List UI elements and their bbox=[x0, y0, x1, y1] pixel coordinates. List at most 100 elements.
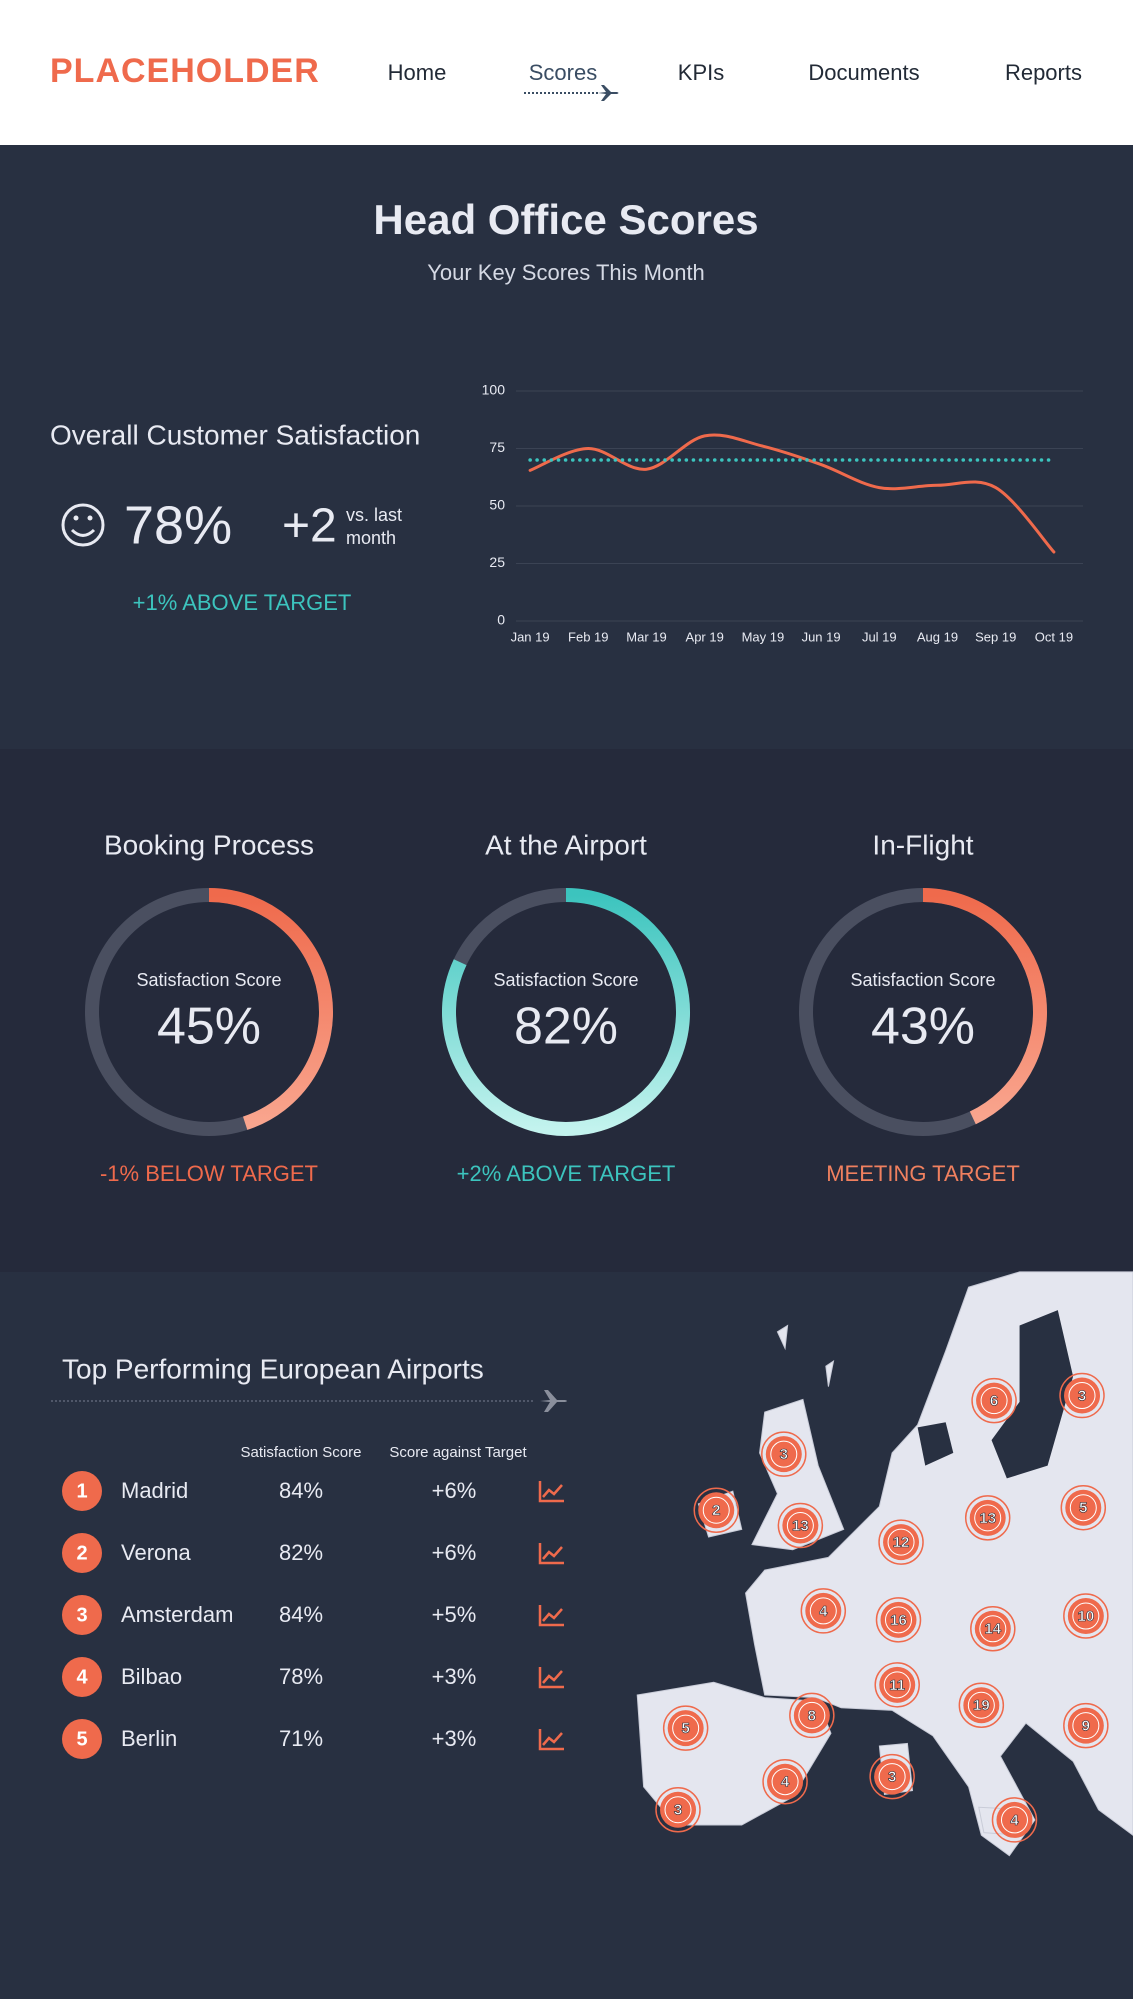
gauge-caption: Satisfaction Score bbox=[850, 970, 995, 990]
rank-badge bbox=[62, 1595, 102, 1635]
x-tick-label: Jun 19 bbox=[802, 629, 841, 644]
marker-label: 9 bbox=[1082, 1718, 1090, 1735]
airport-name: Amsterdam bbox=[121, 1602, 233, 1627]
nav-link-active[interactable]: Scores bbox=[529, 60, 597, 85]
page-title: Head Office Scores bbox=[373, 196, 758, 243]
data-line bbox=[528, 433, 1056, 554]
marker-ring bbox=[964, 1495, 1011, 1541]
airport-target: +6% bbox=[432, 1540, 477, 1565]
marker-inner bbox=[1068, 1382, 1096, 1410]
marker-ring bbox=[875, 1597, 922, 1643]
gauge-title: At the Airport bbox=[485, 829, 647, 860]
kpi-change-note: month bbox=[346, 528, 396, 548]
marker-ring bbox=[655, 1786, 701, 1833]
airport-target: +6% bbox=[432, 1478, 477, 1503]
marker-inner bbox=[809, 1597, 837, 1625]
rank: 5 bbox=[76, 1728, 87, 1750]
marker-inner bbox=[1072, 1602, 1100, 1630]
gauge-value: 43% bbox=[871, 998, 975, 1056]
gauge-status: +2% ABOVE TARGET bbox=[457, 1161, 676, 1186]
marker-label: 19 bbox=[973, 1697, 990, 1714]
gauges-bg bbox=[0, 749, 1133, 1272]
rank-badge bbox=[62, 1657, 102, 1697]
nav-link[interactable]: Reports bbox=[1005, 60, 1082, 85]
rank-badge bbox=[62, 1471, 102, 1511]
smiley-eye bbox=[87, 515, 93, 521]
marker-ring bbox=[1060, 1484, 1107, 1531]
gauge-caption: Satisfaction Score bbox=[493, 970, 638, 990]
airport-table: 1 Madrid 84% +6% 2 Verona 82% +6% 3 Amsterdam 84% +… bbox=[62, 1471, 564, 1759]
marker-ring bbox=[662, 1705, 709, 1751]
gauge-value: 82% bbox=[514, 998, 618, 1056]
nav-link[interactable]: Home bbox=[388, 60, 447, 85]
marker-ring bbox=[1059, 1372, 1105, 1419]
marker-label: 4 bbox=[781, 1774, 790, 1791]
rank: 4 bbox=[76, 1666, 88, 1688]
x-tick-label: Jul 19 bbox=[862, 629, 897, 644]
marker-inner bbox=[1069, 1494, 1097, 1522]
airport-score: 84% bbox=[279, 1478, 323, 1503]
rank: 1 bbox=[76, 1480, 87, 1502]
smiley-eye bbox=[73, 515, 79, 521]
marker-label: 13 bbox=[979, 1510, 996, 1527]
marker-label: 4 bbox=[1010, 1812, 1019, 1829]
trend-icon bbox=[538, 1605, 564, 1627]
airport-name: Berlin bbox=[121, 1726, 177, 1751]
marker-label: 6 bbox=[990, 1393, 998, 1410]
nav-link[interactable]: KPIs bbox=[678, 60, 724, 85]
airport-score: 71% bbox=[279, 1726, 323, 1751]
kpi-status: +1% ABOVE TARGET bbox=[133, 590, 352, 615]
airport-name: Bilbao bbox=[121, 1664, 182, 1689]
gauge-arc bbox=[922, 888, 1047, 1125]
marker-inner bbox=[878, 1763, 906, 1791]
y-tick-label: 100 bbox=[482, 382, 506, 398]
header-bg bbox=[0, 0, 1133, 145]
smiley-icon bbox=[61, 503, 105, 547]
rank-badge bbox=[62, 1533, 102, 1573]
sea bbox=[991, 1310, 1074, 1479]
logo[interactable]: PLACEHOLDER bbox=[50, 52, 320, 90]
gauge-arc bbox=[208, 888, 333, 1130]
nav-link[interactable]: Documents bbox=[808, 60, 919, 85]
airport-score: 84% bbox=[279, 1602, 323, 1627]
x-tick-label: Feb 19 bbox=[568, 629, 608, 644]
marker-inner bbox=[884, 1606, 912, 1634]
marker-inner bbox=[798, 1701, 826, 1729]
page-subtitle: Your Key Scores This Month bbox=[427, 260, 705, 285]
marker-inner bbox=[883, 1671, 911, 1699]
trend-icon bbox=[538, 1667, 564, 1689]
marker-ring bbox=[1063, 1593, 1109, 1639]
gauge-title: Booking Process bbox=[104, 829, 314, 860]
marker-ring bbox=[761, 1431, 807, 1477]
land bbox=[825, 1360, 835, 1387]
airport-name: Madrid bbox=[121, 1478, 188, 1503]
gauge-caption: Satisfaction Score bbox=[136, 970, 281, 990]
marker-ring bbox=[878, 1519, 924, 1565]
marker-label: 8 bbox=[808, 1707, 816, 1724]
marker-inner bbox=[980, 1387, 1008, 1415]
marker-label: 3 bbox=[780, 1446, 788, 1463]
marker-inner bbox=[672, 1714, 700, 1742]
rank: 2 bbox=[76, 1542, 87, 1564]
marker-inner bbox=[664, 1796, 692, 1824]
section-title: Top Performing European Airports bbox=[62, 1353, 484, 1384]
marker-label: 2 bbox=[712, 1502, 720, 1519]
marker-label: 5 bbox=[681, 1720, 689, 1737]
airport-target: +3% bbox=[432, 1664, 477, 1689]
marker-ring bbox=[777, 1502, 824, 1549]
gauge-arc bbox=[442, 888, 690, 1136]
marker-inner bbox=[979, 1615, 1007, 1643]
marker-inner bbox=[974, 1504, 1002, 1532]
y-tick-label: 50 bbox=[489, 497, 505, 513]
marker-inner bbox=[967, 1691, 995, 1719]
marker-ring bbox=[991, 1797, 1038, 1843]
y-tick-label: 25 bbox=[489, 554, 505, 570]
trend-icon bbox=[538, 1729, 564, 1751]
land bbox=[776, 1324, 789, 1351]
marker-ring bbox=[762, 1758, 808, 1805]
kpi-title: Overall Customer Satisfaction bbox=[50, 419, 420, 450]
marker-ring bbox=[789, 1692, 835, 1739]
marker-ring bbox=[874, 1662, 920, 1708]
kpi-change: +2 bbox=[282, 500, 337, 553]
